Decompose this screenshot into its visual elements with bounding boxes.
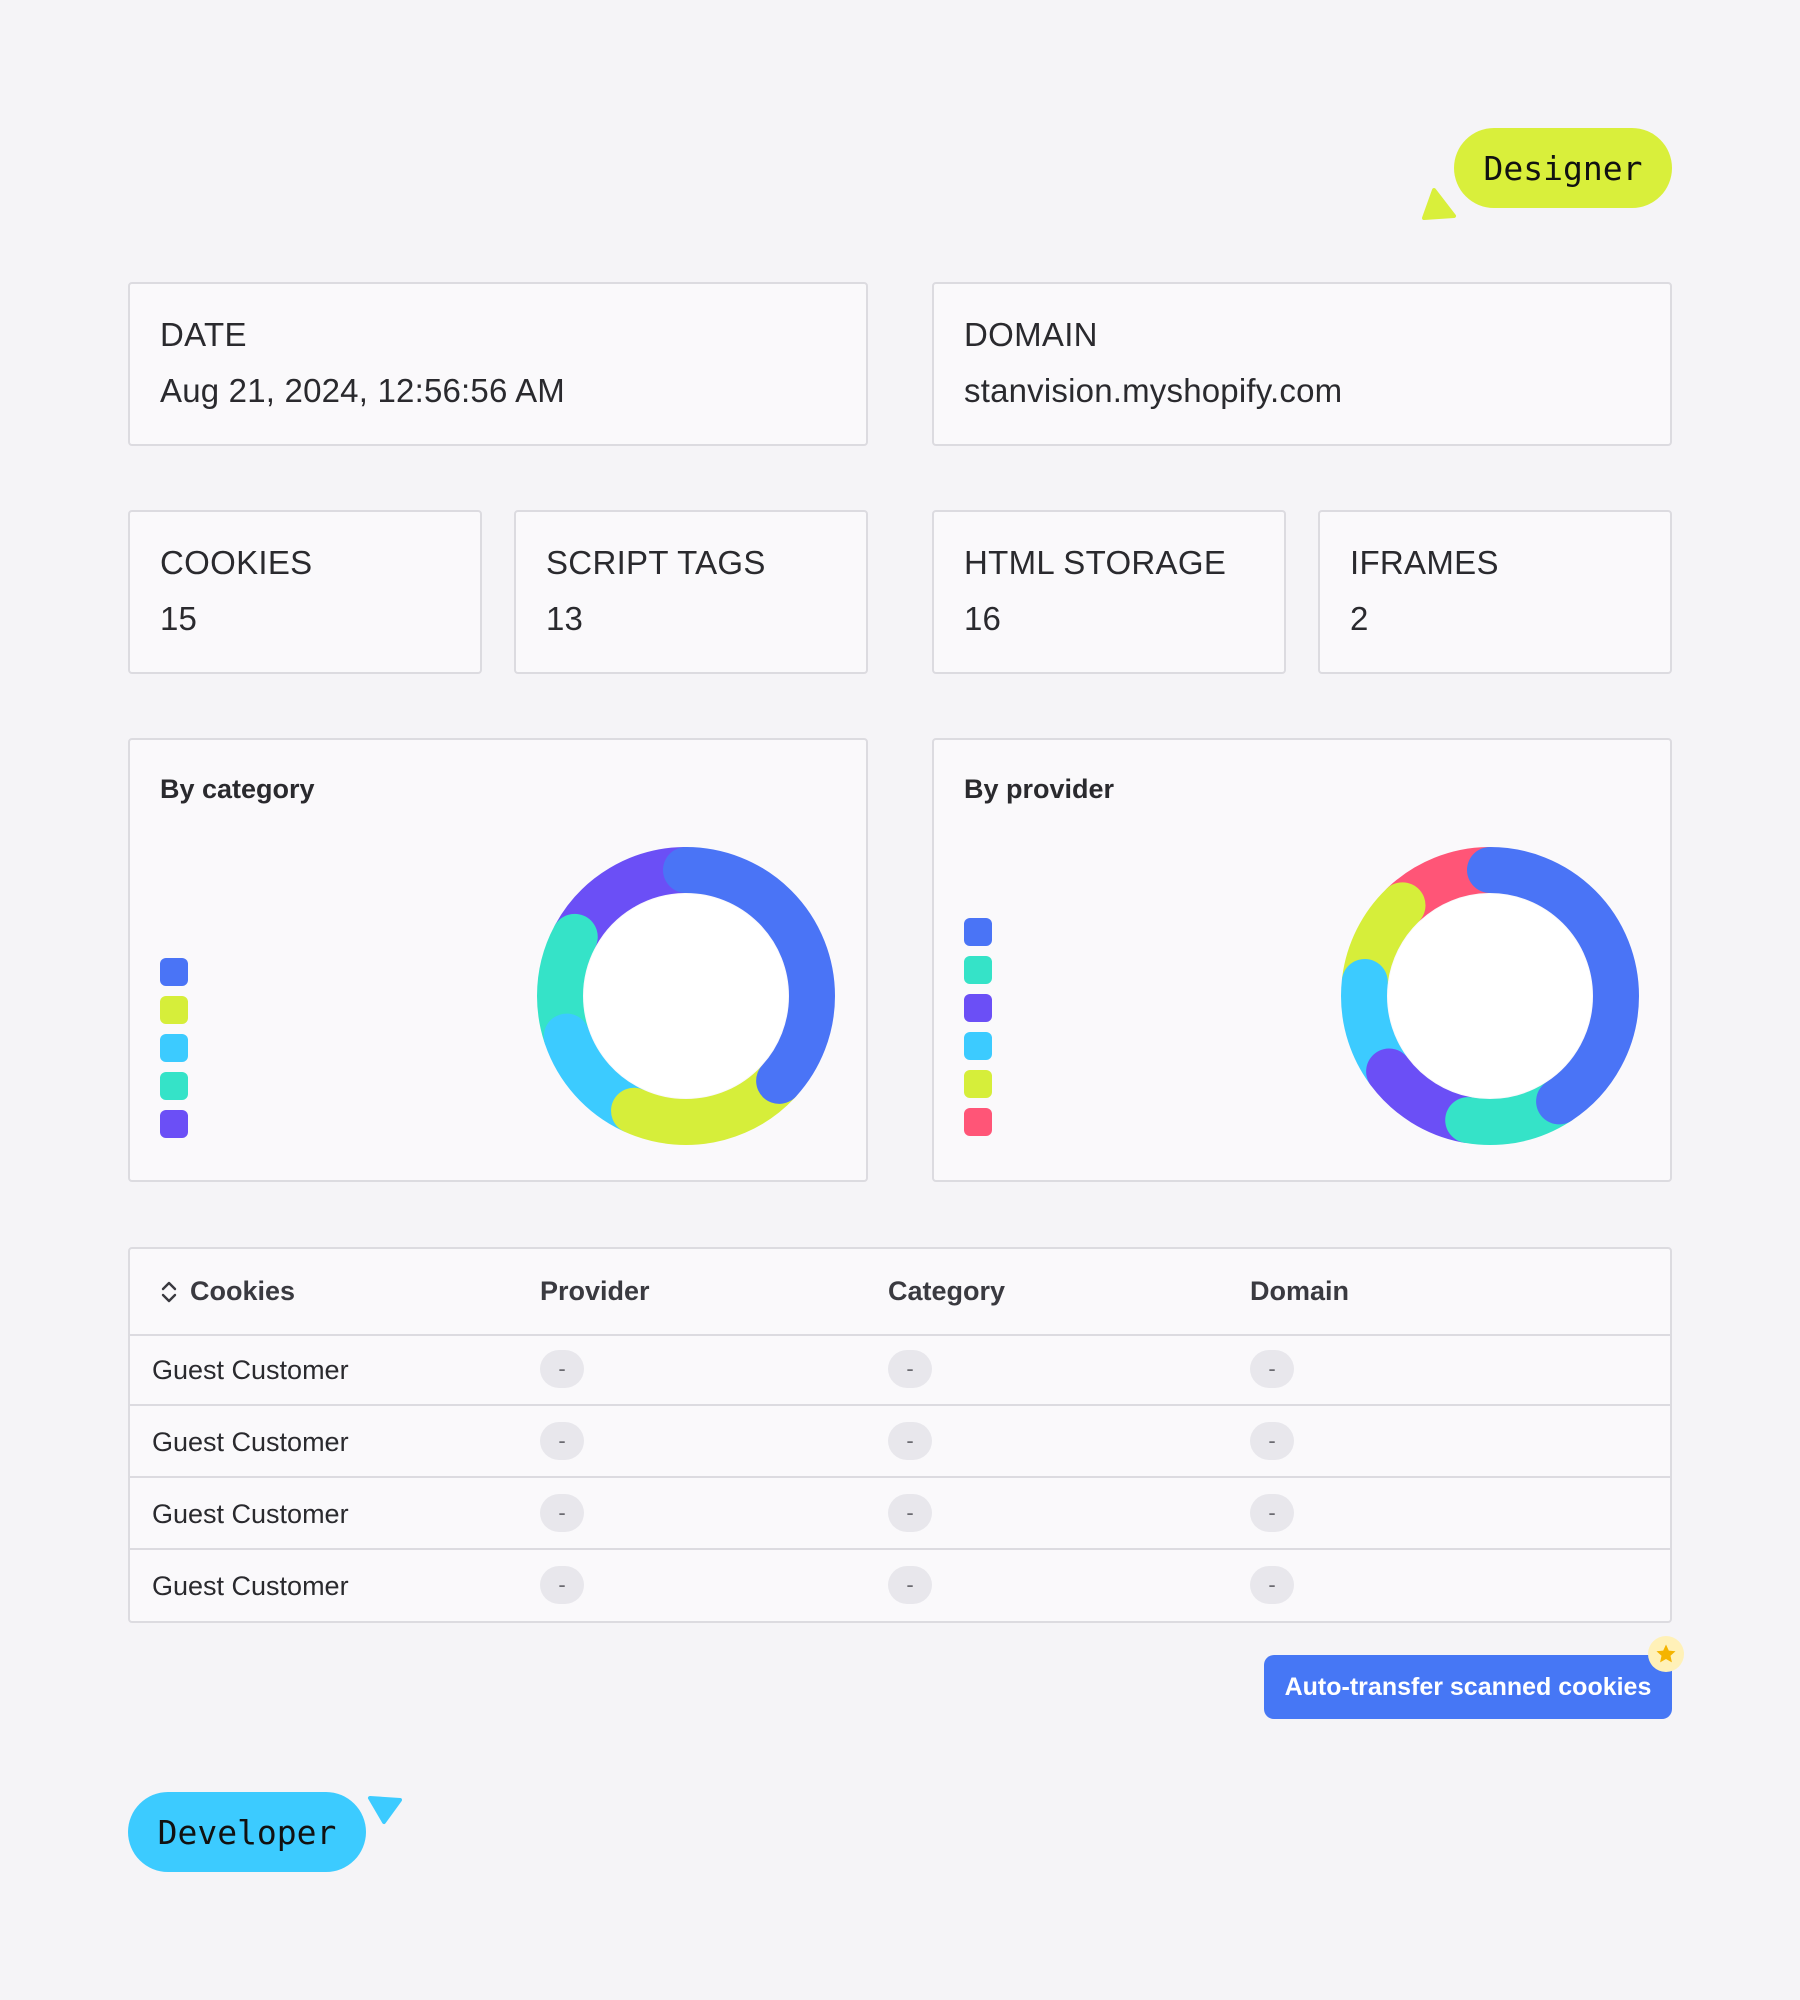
provider-chip: - [540, 1494, 584, 1532]
legend-provider [964, 918, 992, 1136]
legend-swatch [964, 956, 992, 984]
column-header-label: Domain [1250, 1276, 1350, 1306]
column-header-label: Category [888, 1276, 1006, 1306]
domain-value: stanvision.myshopify.com [964, 372, 1343, 409]
column-header-label: Provider [540, 1276, 650, 1306]
domain-chip: - [1250, 1350, 1294, 1388]
table-row[interactable]: Guest Customer - - - [130, 1478, 1670, 1550]
column-header-category: Category [888, 1249, 1005, 1334]
stat-value: 16 [964, 600, 1002, 637]
developer-pointer-icon [368, 1796, 402, 1824]
table-row[interactable]: Guest Customer - - - [130, 1550, 1670, 1621]
column-header-label: Cookies [190, 1276, 296, 1306]
star-icon [1648, 1636, 1684, 1672]
stat-card-html-storage: HTML STORAGE 16 [932, 510, 1286, 674]
category-chip: - [888, 1494, 932, 1532]
domain-chip: - [1250, 1566, 1294, 1604]
legend-swatch [964, 1108, 992, 1136]
donut-center [584, 894, 788, 1098]
table-row[interactable]: Guest Customer - - - [130, 1406, 1670, 1478]
legend-swatch [964, 1032, 992, 1060]
category-chip: - [888, 1566, 932, 1604]
domain-card: DOMAIN stanvision.myshopify.com [932, 282, 1672, 446]
domain-chip: - [1250, 1494, 1294, 1532]
table-row[interactable]: Guest Customer - - - [130, 1334, 1670, 1406]
category-chip: - [888, 1422, 932, 1460]
donut-chart-provider [1341, 847, 1639, 1145]
chart-card-category: By category [128, 738, 868, 1182]
stat-label: COOKIES [160, 544, 313, 581]
sort-icon[interactable] [160, 1278, 178, 1306]
chart-card-provider: By provider [932, 738, 1672, 1182]
donut-segment [1341, 847, 1639, 1145]
stat-label: HTML STORAGE [964, 544, 1227, 581]
date-label: DATE [160, 316, 247, 353]
provider-chip: - [540, 1566, 584, 1604]
designer-tag-label: Designer [1483, 148, 1643, 188]
chart-title-provider: By provider [964, 774, 1115, 804]
provider-chip: - [540, 1422, 584, 1460]
domain-label: DOMAIN [964, 316, 1098, 353]
legend-swatch [160, 1072, 188, 1100]
donut-segment [1341, 847, 1639, 1145]
column-header-domain: Domain [1250, 1249, 1349, 1334]
developer-tag-label: Developer [157, 1812, 337, 1852]
legend-swatch [160, 958, 188, 986]
legend-swatch [964, 918, 992, 946]
stat-card-script-tags: SCRIPT TAGS 13 [514, 510, 868, 674]
date-value: Aug 21, 2024, 12:56:56 AM [160, 372, 565, 409]
stat-label: IFRAMES [1350, 544, 1499, 581]
cookie-name: Guest Customer [152, 1570, 349, 1601]
legend-category [160, 958, 188, 1138]
cookie-name: Guest Customer [152, 1354, 349, 1385]
cookies-table: Cookies Provider Category Domain Guest C… [128, 1247, 1672, 1623]
chart-title-category: By category [160, 774, 315, 804]
donut-chart-category [537, 847, 835, 1145]
cookie-name: Guest Customer [152, 1498, 349, 1529]
legend-swatch [160, 1034, 188, 1062]
stat-card-iframes: IFRAMES 2 [1318, 510, 1672, 674]
category-chip: - [888, 1350, 932, 1388]
donut-segment [537, 847, 835, 1145]
legend-swatch [160, 996, 188, 1024]
donut-segment [1341, 847, 1639, 1145]
date-card: DATE Aug 21, 2024, 12:56:56 AM [128, 282, 868, 446]
donut-segment [537, 847, 835, 1145]
designer-pointer-icon [1422, 188, 1456, 220]
column-header-cookies[interactable]: Cookies [160, 1249, 295, 1334]
domain-chip: - [1250, 1422, 1294, 1460]
designer-tag: Designer [1454, 128, 1672, 208]
legend-swatch [964, 1070, 992, 1098]
donut-segment [537, 847, 835, 1145]
stat-label: SCRIPT TAGS [546, 544, 766, 581]
auto-transfer-button[interactable]: Auto-transfer scanned cookies [1264, 1655, 1672, 1719]
legend-swatch [964, 994, 992, 1022]
stat-value: 15 [160, 600, 198, 637]
donut-center [1388, 894, 1592, 1098]
provider-chip: - [540, 1350, 584, 1388]
legend-swatch [160, 1110, 188, 1138]
stat-value: 13 [546, 600, 584, 637]
developer-tag: Developer [128, 1792, 366, 1872]
column-header-provider: Provider [540, 1249, 650, 1334]
cookie-name: Guest Customer [152, 1426, 349, 1457]
stat-value: 2 [1350, 600, 1369, 637]
stat-card-cookies: COOKIES 15 [128, 510, 482, 674]
table-header: Cookies Provider Category Domain [130, 1249, 1670, 1336]
